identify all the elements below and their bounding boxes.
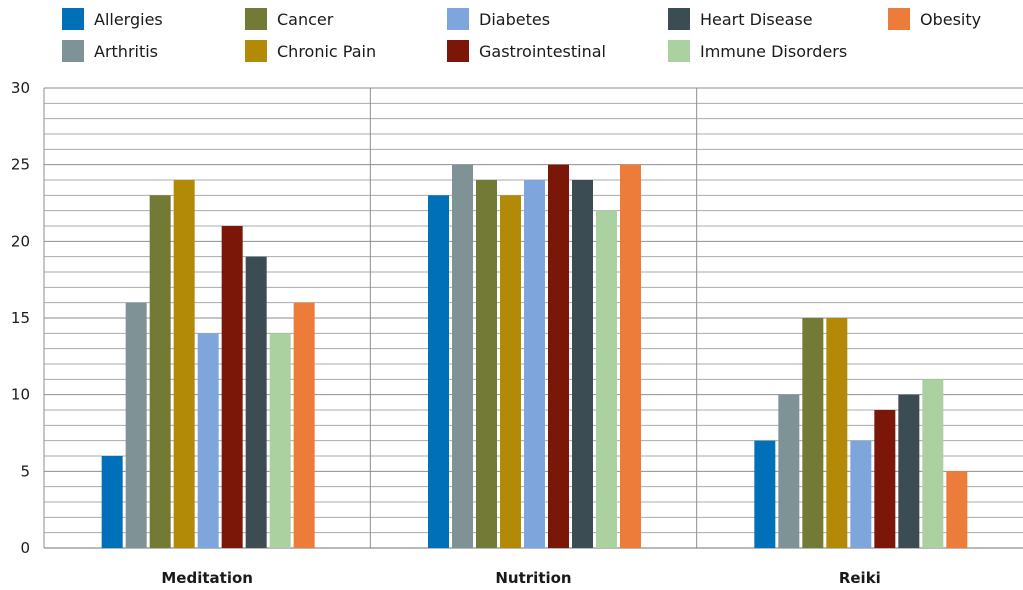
x-category-label: Nutrition (495, 569, 571, 587)
legend-item: Chronic Pain (245, 40, 376, 62)
legend-swatch (447, 40, 469, 62)
legend-label: Gastrointestinal (479, 41, 606, 61)
bar-heart-disease-meditation (245, 256, 267, 548)
y-tick-label: 10 (11, 386, 30, 404)
bar-allergies-reiki (754, 440, 776, 548)
legend-item: Arthritis (62, 40, 158, 62)
y-tick-label: 25 (11, 156, 30, 174)
legend-item: Immune Disorders (668, 40, 847, 62)
legend-item: Cancer (245, 8, 333, 30)
bar-chronic-pain-reiki (826, 318, 848, 548)
bar-diabetes-reiki (850, 440, 872, 548)
bar-diabetes-meditation (197, 333, 219, 548)
legend-label: Cancer (277, 9, 334, 29)
legend-label: Immune Disorders (700, 41, 848, 61)
bar-gastrointestinal-reiki (874, 410, 896, 548)
bar-arthritis-meditation (125, 302, 147, 548)
bar-immune-disorders-reiki (922, 379, 944, 548)
bar-allergies-nutrition (428, 195, 449, 549)
bar-cancer-nutrition (476, 180, 497, 548)
legend-label: Chronic Pain (277, 41, 377, 61)
bar-immune-disorders-meditation (269, 333, 291, 548)
legend-item: Diabetes (447, 8, 550, 30)
bar-immune-disorders-nutrition (596, 210, 617, 548)
legend-swatch (888, 8, 910, 30)
bar-obesity-reiki (946, 471, 968, 548)
legend-item: Heart Disease (668, 8, 813, 30)
legend-swatch (447, 8, 469, 30)
legend-swatch (62, 8, 84, 30)
legend-swatch (668, 40, 690, 62)
bar-obesity-nutrition (620, 164, 641, 548)
y-tick-label: 30 (11, 79, 30, 97)
x-category-label: Meditation (161, 569, 253, 587)
bar-chronic-pain-nutrition (500, 195, 521, 549)
legend-label: Arthritis (94, 41, 159, 61)
legend-swatch (668, 8, 690, 30)
bar-cancer-reiki (802, 318, 824, 548)
legend-swatch (62, 40, 84, 62)
bar-arthritis-reiki (778, 394, 800, 548)
bar-gastrointestinal-nutrition (548, 164, 569, 548)
legend-swatch (245, 40, 267, 62)
y-tick-label: 20 (11, 232, 30, 250)
legend-label: Heart Disease (700, 9, 813, 29)
y-tick-label: 0 (20, 539, 30, 557)
legend-swatch (245, 8, 267, 30)
bar-arthritis-nutrition (452, 164, 473, 548)
legend: Allergies Arthritis Cancer Chronic Pain Diab… (0, 0, 1023, 70)
y-tick-label: 5 (20, 462, 30, 480)
bar-chronic-pain-meditation (173, 180, 195, 548)
bar-cancer-meditation (149, 195, 171, 549)
legend-item: Gastrointestinal (447, 40, 606, 62)
bar-heart-disease-nutrition (572, 180, 593, 548)
bar-obesity-meditation (293, 302, 315, 548)
legend-label: Allergies (94, 9, 163, 29)
bar-heart-disease-reiki (898, 394, 920, 548)
legend-label: Diabetes (479, 9, 551, 29)
legend-label: Obesity (920, 9, 982, 29)
bar-diabetes-nutrition (524, 180, 545, 548)
bar-gastrointestinal-meditation (221, 226, 243, 548)
legend-item: Obesity (888, 8, 981, 30)
bar-allergies-meditation (101, 456, 123, 548)
x-category-label: Reiki (839, 569, 881, 587)
y-tick-label: 15 (11, 309, 30, 327)
legend-item: Allergies (62, 8, 163, 30)
